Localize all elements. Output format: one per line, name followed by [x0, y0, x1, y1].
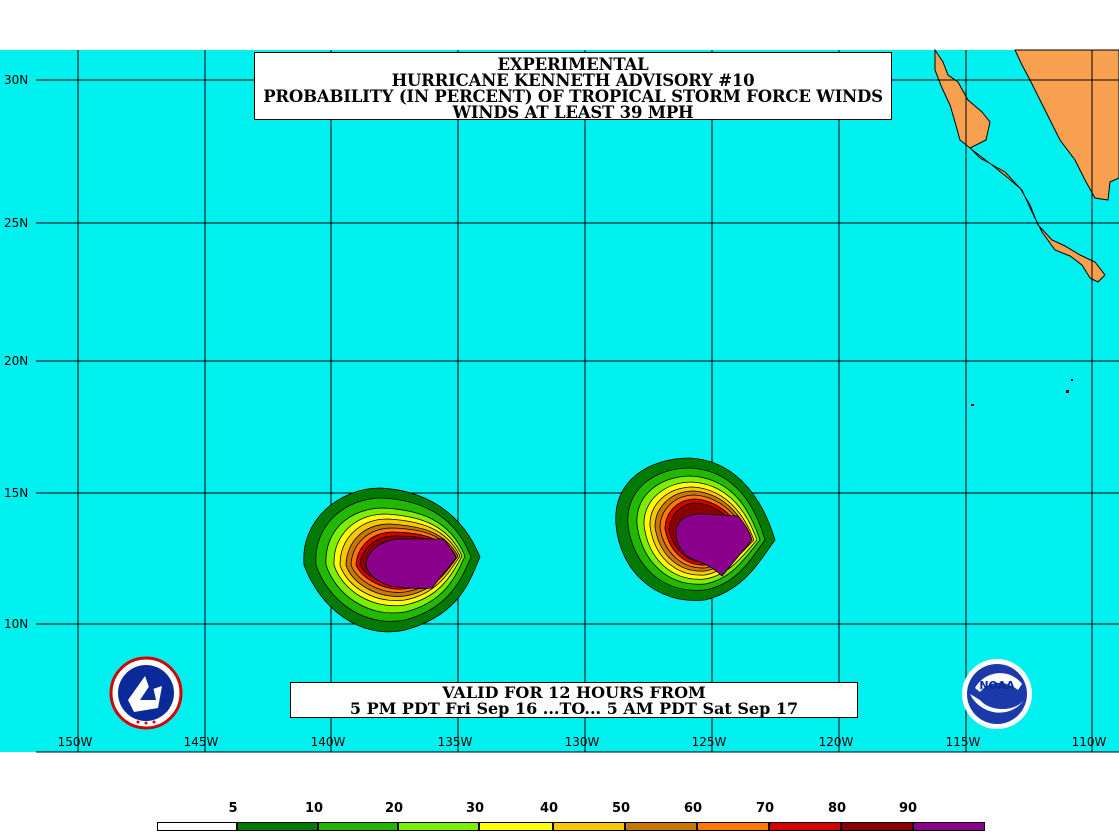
- legend-tick: 30: [465, 801, 485, 816]
- legend-tick: 20: [384, 801, 404, 816]
- land: [934, 48, 1119, 283]
- title-box: EXPERIMENTAL HURRICANE KENNETH ADVISORY …: [254, 52, 892, 122]
- lat-label: 30N: [4, 73, 28, 87]
- legend-tick: 40: [539, 801, 559, 816]
- legend-tick: 80: [827, 801, 847, 816]
- legend-swatch: [697, 822, 769, 831]
- legend-swatch: [769, 822, 841, 831]
- legend-swatch: [398, 822, 479, 831]
- svg-text:NOAA: NOAA: [979, 679, 1015, 692]
- legend-swatch: [479, 822, 553, 831]
- baja-california: [934, 48, 1106, 283]
- noaa-logo: NOAA: [962, 659, 1032, 729]
- legend-tick: 10: [304, 801, 324, 816]
- lon-label: 130W: [565, 735, 600, 749]
- title-line: HURRICANE KENNETH ADVISORY #10: [391, 71, 755, 90]
- longitude-labels: 150W 145W 140W 135W 130W 125W 120W 115W …: [58, 735, 1107, 749]
- legend-color-bar: [157, 822, 985, 831]
- legend-swatch: [237, 822, 318, 831]
- valid-time-box: VALID FOR 12 HOURS FROM 5 PM PDT Fri Sep…: [290, 682, 858, 718]
- lat-label: 20N: [4, 354, 28, 368]
- valid-line: 5 PM PDT Fri Sep 16 ...TO... 5 AM PDT Sa…: [349, 698, 799, 718]
- title-line: WINDS AT LEAST 39 MPH: [452, 103, 694, 122]
- lat-label: 25N: [4, 216, 28, 230]
- latitude-labels: 30N 25N 20N 15N 10N: [4, 73, 28, 631]
- legend-swatch: [157, 822, 237, 831]
- islands: [971, 379, 1073, 406]
- lon-label: 115W: [946, 735, 981, 749]
- grid: [36, 50, 1119, 752]
- legend-swatch: [625, 822, 697, 831]
- legend-swatch: [841, 822, 913, 831]
- probability-swath-west: [303, 487, 481, 633]
- lon-label: 150W: [58, 735, 93, 749]
- lon-label: 135W: [438, 735, 473, 749]
- lon-label: 120W: [819, 735, 854, 749]
- lon-label: 110W: [1072, 735, 1107, 749]
- legend-tick: 60: [683, 801, 703, 816]
- legend-tick: 50: [611, 801, 631, 816]
- legend-tick: 90: [898, 801, 918, 816]
- lon-label: 140W: [311, 735, 346, 749]
- legend-tick: 5: [228, 801, 238, 816]
- legend-swatch: [318, 822, 398, 831]
- lat-label: 10N: [4, 617, 28, 631]
- probability-swath-east: [615, 457, 776, 601]
- title-line: EXPERIMENTAL: [497, 55, 649, 74]
- nws-logo: [109, 656, 183, 730]
- title-line: PROBABILITY (IN PERCENT) OF TROPICAL STO…: [263, 87, 883, 106]
- lon-label: 145W: [184, 735, 219, 749]
- valid-line: VALID FOR 12 HOURS FROM: [442, 683, 706, 702]
- mainland-mexico: [1014, 49, 1119, 201]
- ocean: [0, 50, 1119, 752]
- lat-label: 15N: [4, 486, 28, 500]
- legend-swatch: [913, 822, 985, 831]
- legend-swatch: [553, 822, 625, 831]
- legend-tick: 70: [755, 801, 775, 816]
- lon-label: 125W: [692, 735, 727, 749]
